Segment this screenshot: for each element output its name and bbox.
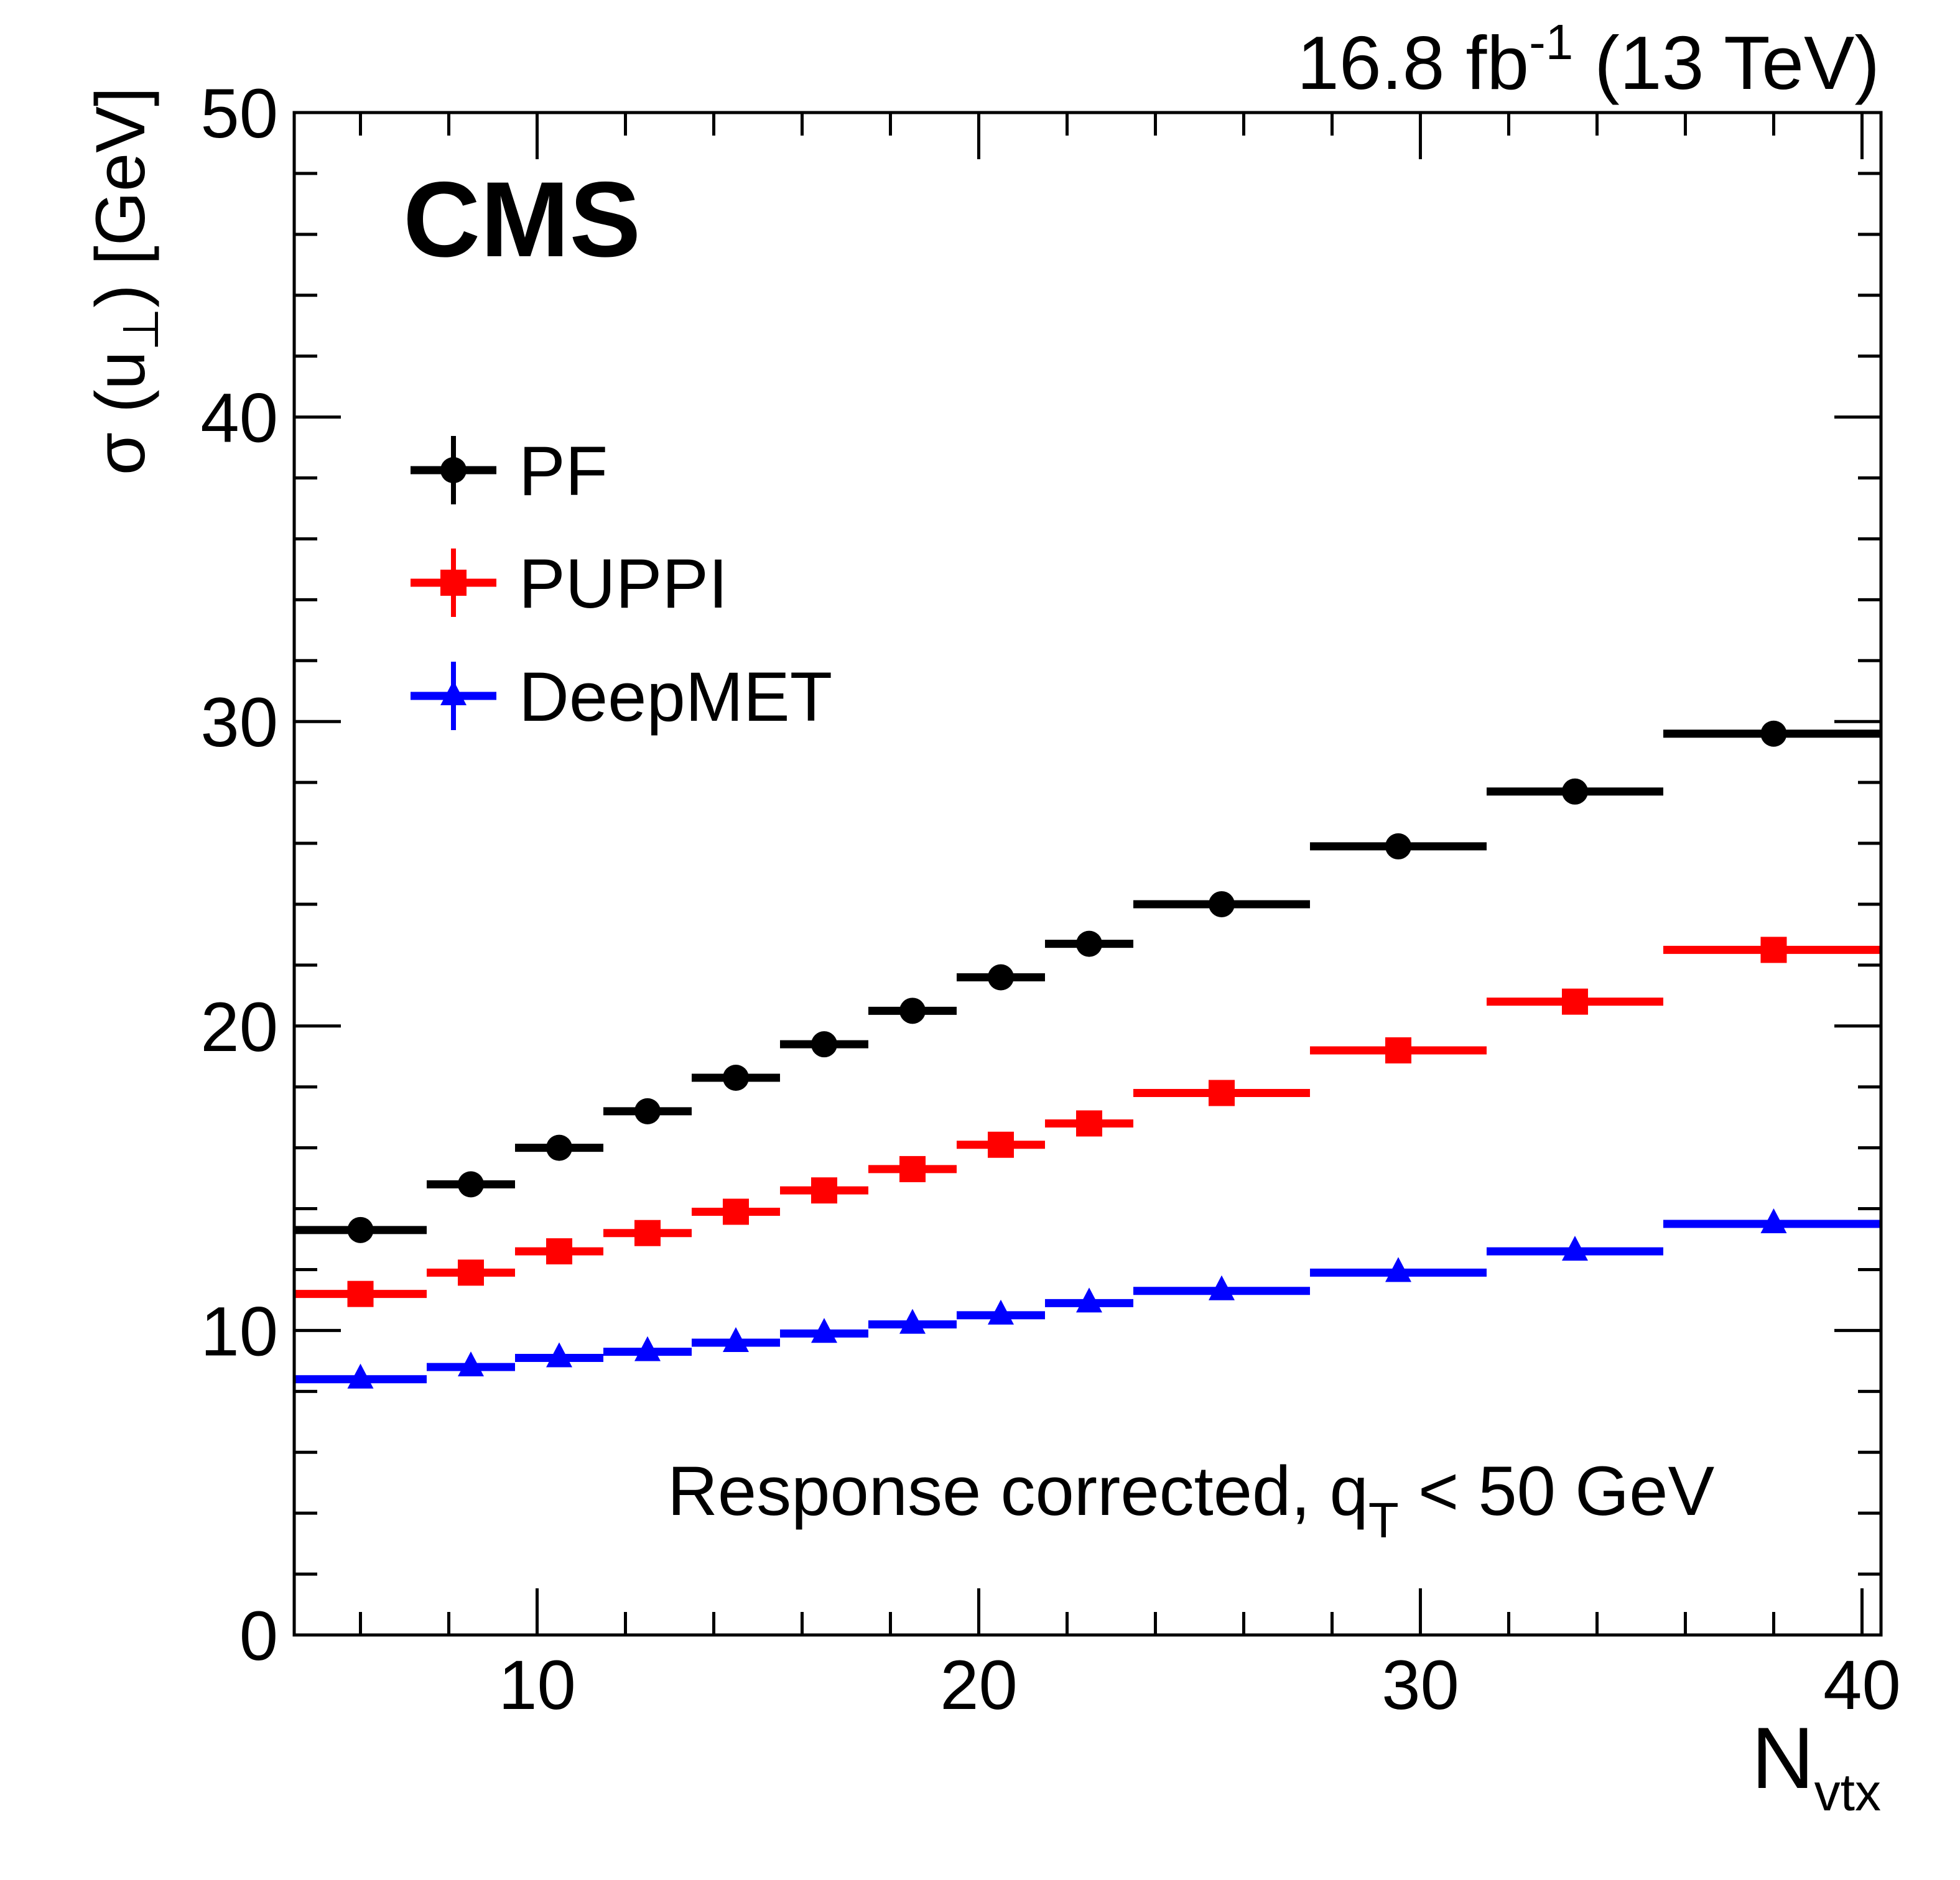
- data-point-deepmet: [987, 1299, 1014, 1325]
- plot-frame: [292, 111, 1883, 1637]
- data-point-deepmet: [634, 1336, 661, 1361]
- data-point-pf: [810, 1031, 837, 1058]
- data-point-pf: [899, 998, 926, 1024]
- lumi-rest: (13 TeV): [1573, 21, 1880, 105]
- legend-item-deepmet: DeepMET: [411, 658, 832, 736]
- data-point-puppi: [987, 1131, 1014, 1158]
- axis-ticks: [294, 111, 1881, 1637]
- data-point-deepmet: [1760, 1208, 1787, 1234]
- legend-marker-circle-icon: [440, 457, 467, 483]
- x-tick-label: 20: [940, 1646, 1018, 1724]
- y-axis-title-sub: ⊥: [113, 308, 169, 351]
- data-point-pf: [722, 1065, 749, 1091]
- data-point-deepmet: [1561, 1236, 1588, 1261]
- data-point-puppi: [546, 1238, 572, 1265]
- legend-marker-triangle-icon: [440, 680, 467, 705]
- data-point-deepmet: [1075, 1287, 1102, 1313]
- data-point-pf: [987, 964, 1014, 991]
- data-point-deepmet: [722, 1327, 749, 1352]
- data-point-puppi: [899, 1155, 926, 1182]
- data-point-deepmet: [899, 1308, 926, 1334]
- selection-annotation: Response corrected, qT < 50 GeV: [667, 1452, 1714, 1548]
- data-point-deepmet: [810, 1318, 837, 1343]
- lumi-main: 16.8 fb: [1297, 21, 1529, 105]
- data-point-puppi: [457, 1259, 484, 1286]
- data-point-pf: [347, 1216, 374, 1243]
- series-puppi: [294, 937, 1881, 1307]
- data-point-deepmet: [347, 1363, 374, 1389]
- y-tick-label: 10: [200, 1292, 278, 1370]
- data-point-deepmet: [546, 1342, 572, 1368]
- x-axis-title: Nvtx: [1752, 1709, 1881, 1822]
- x-tick-label: 40: [1823, 1646, 1901, 1724]
- legend: PF PUPPI DeepMET: [411, 432, 832, 736]
- x-tick-label: 30: [1382, 1646, 1459, 1724]
- axis-tick-labels: 10 20 30 40 0 10 20 30 40 50: [200, 75, 1900, 1724]
- legend-label: PUPPI: [519, 545, 728, 623]
- legend-marker-square-icon: [440, 570, 467, 596]
- legend-item-puppi: PUPPI: [411, 545, 728, 623]
- y-tick-label: 40: [200, 379, 278, 457]
- data-point-puppi: [1075, 1110, 1102, 1137]
- annotation-rest: < 50 GeV: [1399, 1452, 1715, 1530]
- x-tick-label: 10: [498, 1646, 576, 1724]
- data-point-pf: [1075, 930, 1102, 957]
- data-point-deepmet: [457, 1351, 484, 1377]
- y-tick-label: 0: [239, 1597, 278, 1675]
- y-tick-label: 50: [200, 75, 278, 152]
- data-point-deepmet: [1208, 1275, 1235, 1300]
- data-point-deepmet: [1385, 1257, 1411, 1282]
- y-axis-title-pre: σ (u: [81, 351, 159, 475]
- data-point-pf: [1385, 833, 1411, 859]
- data-point-puppi: [634, 1220, 661, 1246]
- data-series: [294, 720, 1881, 1389]
- data-point-puppi: [1760, 937, 1787, 963]
- series-pf: [294, 720, 1881, 1243]
- data-point-pf: [1760, 720, 1787, 747]
- data-point-puppi: [1208, 1080, 1235, 1106]
- data-point-pf: [546, 1134, 572, 1161]
- annotation-sub: T: [1368, 1493, 1399, 1548]
- x-axis-title-sub: vtx: [1814, 1763, 1881, 1822]
- data-point-puppi: [1561, 988, 1588, 1015]
- y-axis-title: σ (u⊥) [GeV]: [81, 87, 169, 475]
- data-point-puppi: [347, 1280, 374, 1307]
- data-point-puppi: [722, 1198, 749, 1225]
- legend-label: PF: [519, 432, 608, 510]
- data-point-puppi: [1385, 1037, 1411, 1063]
- y-tick-label: 20: [200, 988, 278, 1066]
- lumi-sup: -1: [1529, 14, 1573, 70]
- data-point-puppi: [810, 1177, 837, 1204]
- series-deepmet: [294, 1208, 1881, 1389]
- legend-item-pf: PF: [411, 432, 608, 510]
- x-axis-title-main: N: [1752, 1709, 1814, 1807]
- y-tick-label: 30: [200, 683, 278, 761]
- legend-label: DeepMET: [519, 658, 832, 736]
- data-point-pf: [457, 1171, 484, 1198]
- data-point-pf: [634, 1098, 661, 1124]
- lumi-label: 16.8 fb-1 (13 TeV): [1297, 14, 1880, 105]
- data-point-pf: [1208, 891, 1235, 917]
- y-axis-title-post: ) [GeV]: [81, 87, 159, 308]
- experiment-label: CMS: [403, 160, 641, 279]
- data-point-pf: [1561, 778, 1588, 805]
- annotation-main: Response corrected, q: [667, 1452, 1368, 1530]
